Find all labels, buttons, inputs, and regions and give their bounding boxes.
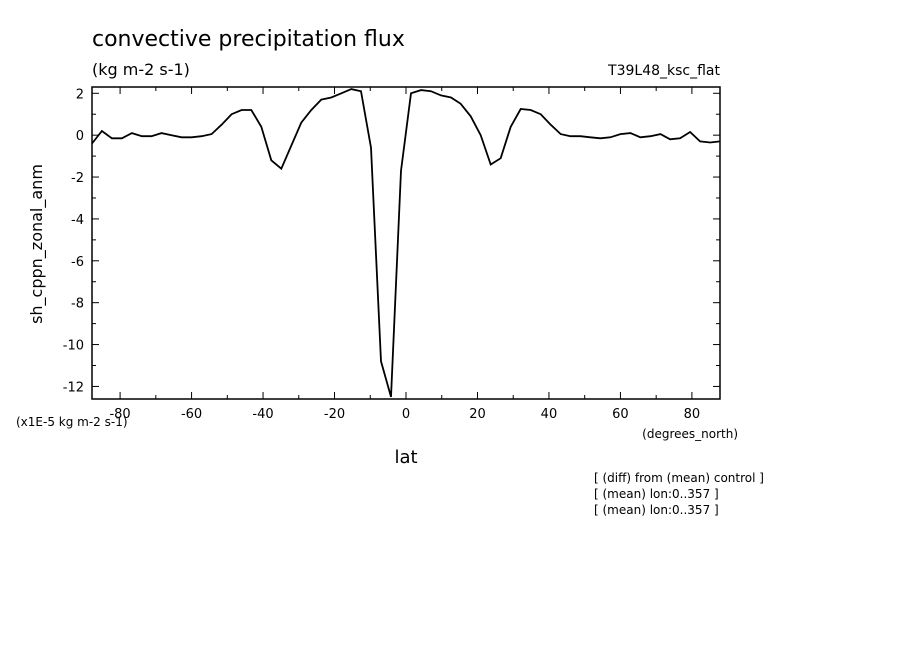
y-tick-label: -10 [63,339,84,354]
x-tick-label: -20 [324,407,345,422]
x-tick-label: 60 [612,407,629,422]
x-tick-label: 80 [684,407,701,422]
y-scale-label: (x1E-5 kg m-2 s-1) [16,415,128,429]
chart-title: convective precipitation flux [92,27,405,52]
y-tick-label: 0 [76,129,84,144]
x-tick-label: 20 [469,407,486,422]
run-label: T39L48_ksc_flat [607,63,720,79]
y-tick-label: -4 [71,213,84,228]
x-tick-label: -60 [181,407,202,422]
chart-units: (kg m-2 s-1) [92,60,190,79]
x-axis-label: lat [394,447,417,468]
x-tick-label: -80 [109,407,130,422]
x-tick-label: 40 [541,407,558,422]
x-units-label: (degrees_north) [642,427,738,441]
y-axis-label: sh_cppn_zonal_anm [27,164,47,324]
y-tick-label: -8 [71,297,84,312]
series-line [91,88,721,398]
plot-frame [91,86,721,400]
y-tick-label: -2 [71,171,84,186]
y-tick-label: 2 [76,87,84,102]
y-tick-label: -6 [71,255,84,270]
x-tick-label: -40 [252,407,273,422]
annotation-line-3: [ (mean) lon:0..357 ] [594,503,719,517]
annotation-line-2: [ (mean) lon:0..357 ] [594,487,719,501]
x-tick-label: 0 [402,407,410,422]
y-tick-label: -12 [63,380,84,395]
annotation-line-1: [ (diff) from (mean) control ] [594,471,764,485]
